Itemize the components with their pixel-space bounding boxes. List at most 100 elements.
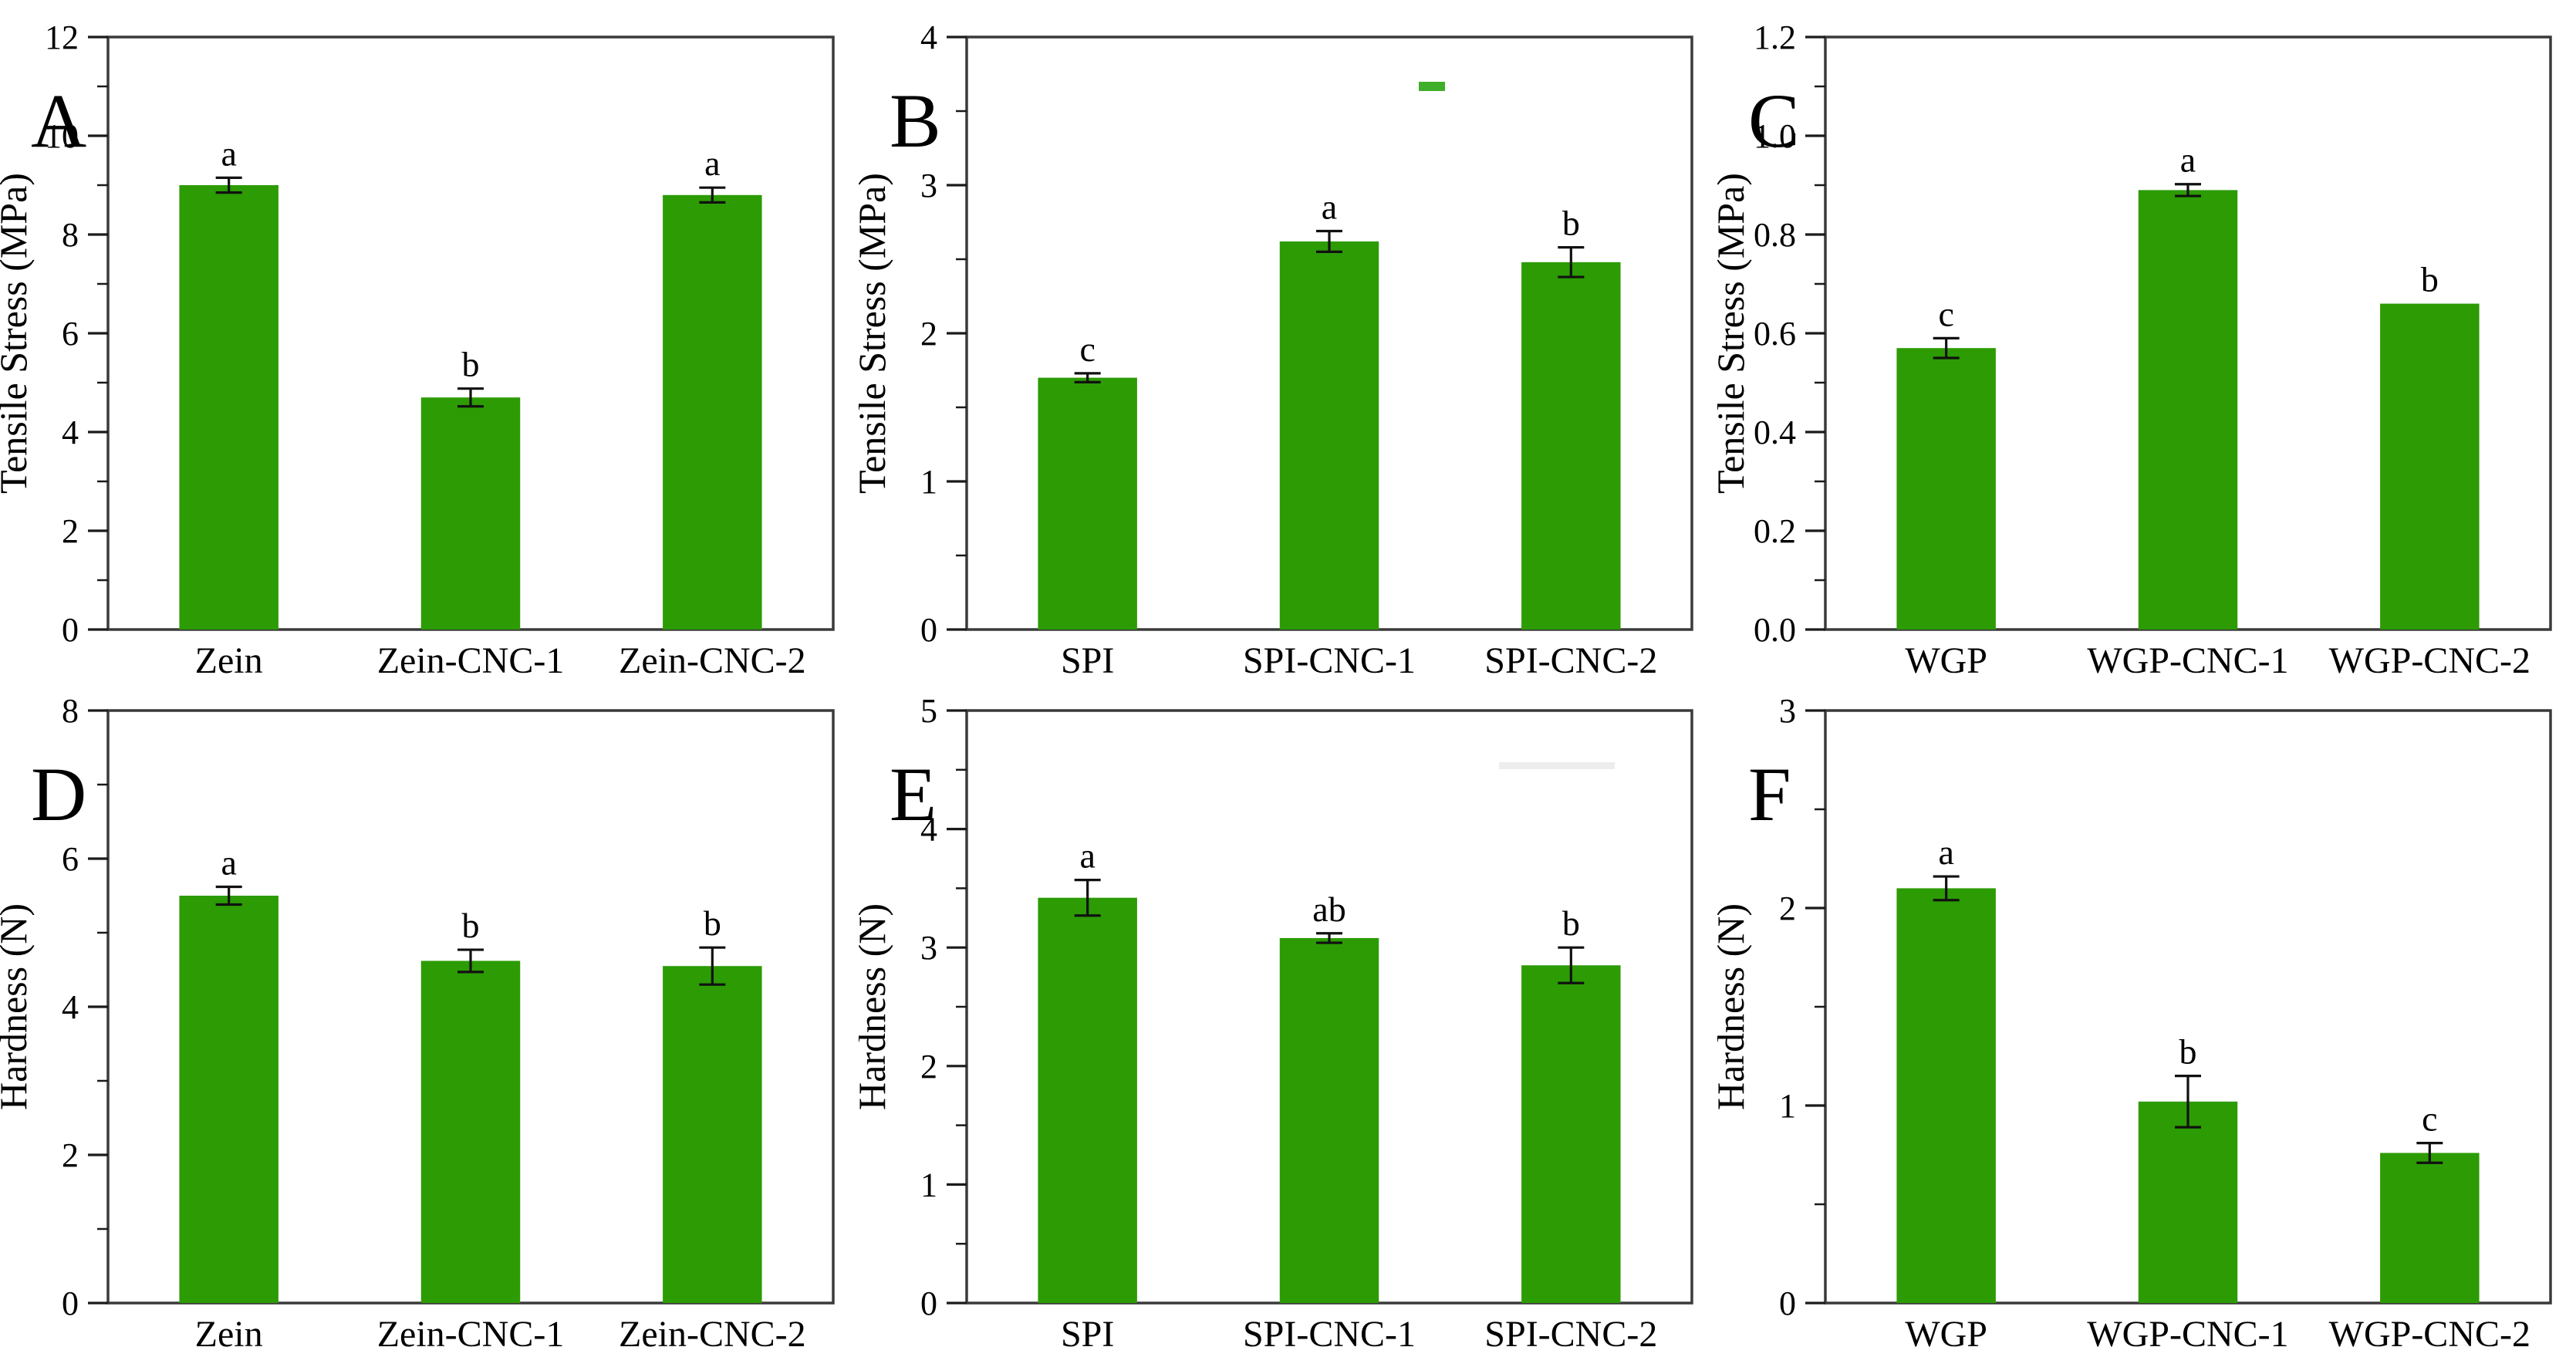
y-axis-title: Tensile Stress (MPa) [1717,173,1752,494]
panel-letter: D [31,751,86,837]
x-category-label: SPI-CNC-2 [1484,1314,1657,1347]
panel-letter: F [1748,751,1791,837]
y-tick-label: 3 [1779,692,1796,730]
y-axis-title: Hardness (N) [859,903,893,1110]
bar-zein-cnc-1 [420,960,521,1303]
sig-letter: b [2179,1032,2197,1072]
sig-letter: ab [1312,890,1345,929]
x-category-label: Zein-CNC-2 [619,640,806,674]
bar-zein-cnc-1 [420,397,521,630]
panel-letter: E [890,751,937,837]
chart-svg: 0 2 4 6 8 10 12 a Zein b Zein-CNC-1 a Zein-CNC-2 Tens… [0,19,835,674]
sig-letter: b [1562,204,1580,243]
y-tick-label: 1 [920,1166,937,1204]
bar-zein-cnc-2 [663,966,762,1303]
bar-zein-cnc-2 [663,194,762,630]
bar-zein [179,896,279,1303]
x-category-label: WGP-CNC-1 [2087,1314,2288,1347]
bar-wgp-cnc-1 [2138,1101,2238,1303]
y-tick-label: 1 [1779,1087,1796,1125]
bar-wgp-cnc-1 [2138,190,2238,630]
y-tick-label: 4 [920,811,937,849]
y-tick-label: 0.8 [1754,216,1796,254]
y-tick-label: 10 [45,117,79,155]
panel-c: 0.0 0.2 0.4 0.6 0.8 1.0 1.2 c WGP a WGP-CNC-1 b WGP-… [1717,0,2576,674]
y-tick-label: 0 [1779,1285,1796,1322]
x-category-label: Zein-CNC-2 [619,1314,806,1347]
y-tick-label: 6 [62,315,79,353]
bar-wgp [1896,888,1996,1303]
y-axis-title: Hardness (N) [1717,903,1752,1110]
y-axis-title: Hardness (N) [0,903,35,1110]
image-artifact [1499,762,1615,769]
bar-spi-cnc-1 [1279,241,1379,630]
x-category-label: SPI-CNC-2 [1484,640,1657,674]
y-tick-label: 0.6 [1754,315,1796,353]
bar-spi-cnc-2 [1521,965,1621,1303]
x-category-label: Zein-CNC-1 [377,1314,565,1347]
sig-letter: b [462,345,480,384]
image-artifact [1419,82,1445,91]
y-tick-label: 1.2 [1754,19,1796,56]
y-tick-label: 5 [920,692,937,730]
y-tick-label: 0.4 [1754,414,1796,451]
sig-letter: a [1322,187,1337,227]
bar-spi-cnc-1 [1279,937,1379,1303]
x-category-label: Zein [195,1314,263,1347]
x-category-label: Zein [195,640,263,674]
y-tick-label: 2 [62,1136,79,1174]
sig-letter: c [1079,329,1095,369]
x-category-label: SPI [1061,640,1114,674]
chart-svg: 0 2 4 6 8 a Zein b Zein-CNC-1 b Zein-CNC-2 Hardness… [0,692,835,1347]
y-tick-label: 6 [62,840,79,878]
x-category-label: WGP [1905,640,1987,674]
x-category-label: WGP-CNC-1 [2087,640,2288,674]
panel-f: 0 1 2 3 a WGP b WGP-CNC-1 c WGP-CNC-2 Hardness (N)… [1717,674,2576,1347]
y-tick-label: 2 [62,512,79,550]
x-category-label: WGP-CNC-2 [2329,1314,2530,1347]
y-tick-label: 1.0 [1754,117,1796,155]
y-tick-label: 0 [920,1285,937,1322]
y-tick-label: 4 [920,19,937,56]
x-category-label: SPI-CNC-1 [1243,640,1416,674]
bar-spi [1038,897,1137,1303]
y-tick-label: 3 [920,167,937,204]
sig-letter: a [1938,832,1953,872]
y-tick-label: 1 [920,463,937,501]
bar-wgp-cnc-2 [2380,1153,2480,1303]
sig-letter: a [2180,140,2196,180]
sig-letter: b [704,903,721,943]
x-category-label: WGP [1905,1314,1987,1347]
chart-svg: 0 1 2 3 4 5 a SPI ab SPI-CNC-1 b SPI-CNC-2 Hardness … [859,692,1693,1347]
bar-wgp-cnc-2 [2380,303,2480,630]
sig-letter: c [2422,1099,2437,1139]
y-tick-label: 2 [1779,890,1796,927]
y-tick-label: 0 [920,611,937,649]
panel-b: 0 1 2 3 4 c SPI a SPI-CNC-1 b SPI-CNC-2 Tensile Str… [859,0,1717,674]
panel-letter: C [1748,78,1800,164]
y-tick-label: 0 [62,611,79,649]
y-tick-label: 8 [62,216,79,254]
bar-zein [179,185,279,630]
y-tick-label: 8 [62,692,79,730]
y-tick-label: 4 [62,988,79,1026]
bar-spi-cnc-2 [1521,262,1621,630]
panel-letter: B [890,78,941,164]
panel-e: 0 1 2 3 4 5 a SPI ab SPI-CNC-1 b SPI-CNC-2 Hardness … [859,674,1717,1347]
sig-letter: c [1938,294,1953,333]
sig-letter: a [221,133,236,173]
y-tick-label: 3 [920,929,937,967]
sig-letter: b [2421,260,2439,299]
y-tick-label: 0.0 [1754,611,1796,649]
panel-letter: A [31,78,86,164]
y-axis-title: Tensile Stress (MPa) [0,173,35,494]
sig-letter: a [221,842,236,882]
sig-letter: b [1562,903,1580,943]
y-tick-label: 2 [920,1048,937,1085]
x-category-label: Zein-CNC-1 [377,640,565,674]
chart-svg: 0.0 0.2 0.4 0.6 0.8 1.0 1.2 c WGP a WGP-CNC-1 b WGP-… [1717,19,2552,674]
sig-letter: b [462,906,480,945]
panel-d: 0 2 4 6 8 a Zein b Zein-CNC-1 b Zein-CNC-2 Hardness… [0,674,859,1347]
bar-spi [1038,377,1137,630]
